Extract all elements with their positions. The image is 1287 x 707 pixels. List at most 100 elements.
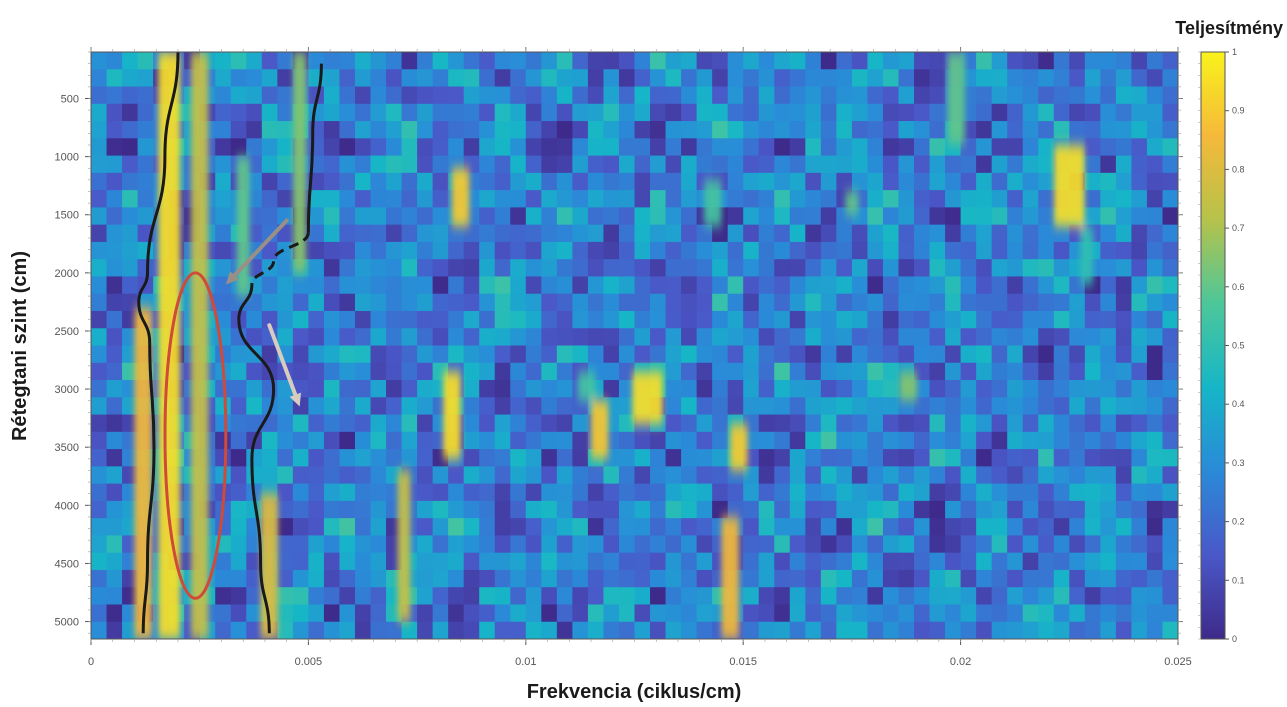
heatmap-cell [836, 414, 853, 433]
heatmap-cell [914, 172, 931, 191]
heatmap-cell [1007, 259, 1024, 278]
heatmap-cell [650, 190, 667, 208]
heatmap-cell [432, 207, 449, 226]
heatmap-cell [370, 310, 387, 329]
y-tick-label: 4500 [55, 558, 79, 570]
heatmap-cell [743, 535, 760, 554]
heatmap-cell [976, 535, 993, 554]
heatmap-cell [774, 241, 791, 260]
heatmap-cell [246, 241, 263, 260]
heatmap-cell [1022, 483, 1039, 502]
heatmap-cell [494, 362, 511, 381]
heatmap-cell [510, 155, 527, 174]
heatmap-cell [556, 500, 573, 519]
heatmap-cell [494, 155, 511, 174]
heatmap-cell [805, 466, 822, 485]
heatmap-cell [339, 155, 356, 174]
heatmap-cell [1084, 69, 1101, 88]
heatmap-cell [743, 172, 760, 191]
heatmap-cell [339, 380, 356, 398]
heatmap-cell [914, 86, 931, 105]
heatmap-cell [618, 259, 636, 278]
heatmap-cell [1053, 500, 1070, 519]
heatmap-cell [432, 172, 449, 191]
heatmap-cell [1146, 414, 1164, 433]
heatmap-cell [1162, 310, 1178, 329]
heatmap-cell [479, 52, 496, 70]
heatmap-cell [354, 207, 372, 226]
heatmap-cell [1146, 207, 1164, 226]
heatmap-cell [354, 121, 372, 139]
heatmap-cell [572, 293, 589, 312]
heatmap-cell [758, 380, 775, 398]
heatmap-cell [339, 103, 356, 122]
heatmap-cell [929, 535, 946, 554]
heatmap-cell [230, 414, 247, 433]
heatmap-cell [556, 466, 573, 485]
heatmap-cell [277, 310, 294, 329]
heatmap-cell [898, 345, 915, 364]
heatmap-cell [354, 449, 372, 467]
heatmap-cell [681, 138, 698, 157]
heatmap-cell [479, 293, 496, 312]
heatmap-cell [1146, 431, 1164, 450]
heatmap-cell [91, 483, 108, 502]
heatmap-cell [386, 276, 403, 295]
heatmap-cell [603, 483, 620, 502]
heatmap-cell [929, 414, 946, 433]
heatmap-cell [292, 449, 309, 467]
heatmap-cell [618, 500, 636, 519]
heatmap-cell [106, 518, 123, 537]
heatmap-cell [882, 172, 900, 191]
heatmap-cell [401, 328, 418, 347]
heatmap-cell [789, 397, 806, 416]
heatmap-cell [401, 276, 418, 295]
heatmap-cell [681, 293, 698, 312]
heatmap-cell [386, 52, 403, 70]
heatmap-cell [867, 345, 884, 364]
heatmap-cell [976, 569, 993, 588]
heatmap-cell [1007, 69, 1024, 88]
heatmap-cell [820, 552, 837, 571]
heatmap-cell [960, 345, 977, 364]
heatmap-cell [494, 397, 511, 416]
heatmap-cell [1146, 155, 1164, 174]
heatmap-cell [991, 518, 1008, 537]
heatmap-cell [634, 69, 651, 88]
heatmap-cell [618, 414, 636, 433]
heatmap-cell [960, 276, 977, 295]
heatmap-cell [556, 52, 573, 70]
heatmap-cell [1007, 362, 1024, 381]
heatmap-cell [634, 569, 651, 588]
heatmap-cell [354, 293, 372, 312]
heatmap-cell [851, 103, 869, 122]
heatmap-cell [991, 535, 1008, 554]
heatmap-cell [650, 345, 667, 364]
heatmap-cell [960, 380, 977, 398]
heatmap-cell [696, 397, 713, 416]
heatmap-cell [1100, 414, 1117, 433]
heatmap-cell [634, 172, 651, 191]
heatmap-cell [354, 518, 372, 537]
heatmap-cell [354, 466, 372, 485]
heatmap-cell [230, 449, 247, 467]
heatmap-cell [230, 328, 247, 347]
heatmap-cell [510, 103, 527, 122]
heatmap-cell [354, 500, 372, 519]
heatmap-cell [758, 449, 775, 467]
heatmap-cell [696, 535, 713, 554]
heatmap-cell [386, 190, 403, 208]
heatmap-cell [836, 224, 853, 243]
heatmap-cell [774, 345, 791, 364]
heatmap-cell [339, 621, 356, 639]
heatmap-cell [991, 604, 1008, 623]
heatmap-cell [137, 52, 154, 70]
heatmap-cell [758, 207, 775, 226]
heatmap-cell [122, 155, 139, 174]
heatmap-cell [246, 449, 263, 467]
heatmap-cell [448, 587, 465, 606]
heatmap-cell [230, 103, 247, 122]
heatmap-cell [945, 207, 962, 226]
heatmap-cell [758, 69, 775, 88]
heatmap-cell [650, 569, 667, 588]
